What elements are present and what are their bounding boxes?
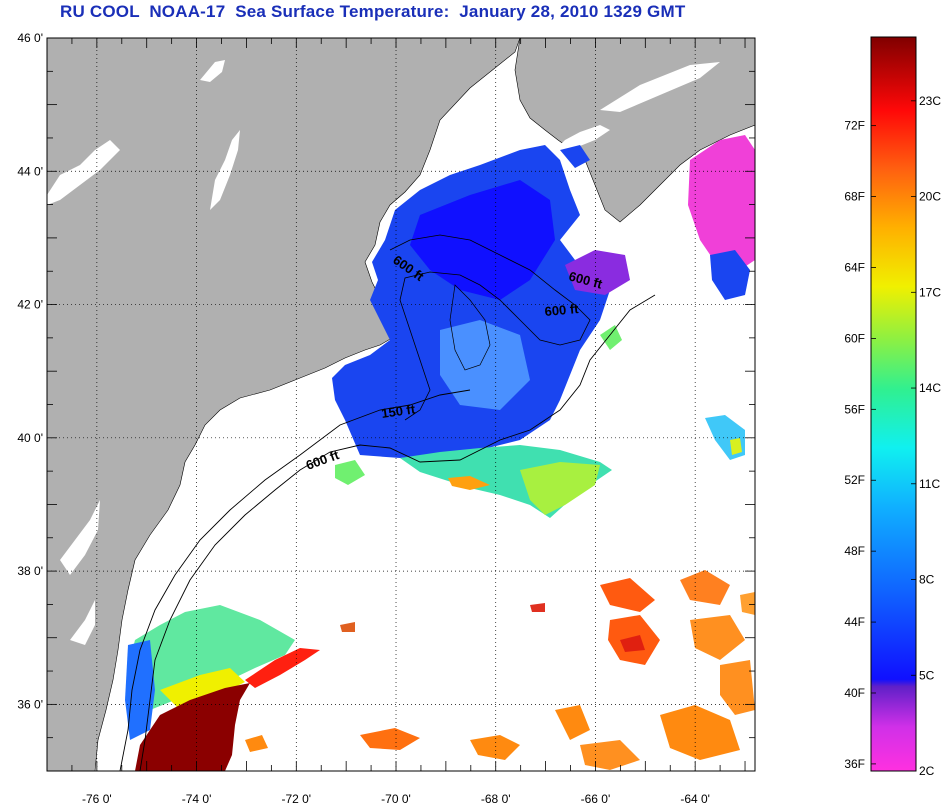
sst-warm-patch <box>660 705 740 760</box>
sst-blue-patch <box>560 145 590 168</box>
sst-gulf-stream-edge <box>245 648 320 688</box>
map-title: RU COOL NOAA-17 Sea Surface Temperature:… <box>60 2 686 21</box>
colorbar-celsius-label: 11C <box>919 477 940 491</box>
colorbar-celsius-label: 14C <box>919 381 941 395</box>
lon-label: -68 0' <box>481 792 511 806</box>
sst-shelf-yellow <box>160 668 245 710</box>
sst-warm-patch <box>530 603 545 612</box>
sst-warm-patch <box>740 592 755 615</box>
contour-label: 600 ft <box>544 301 580 319</box>
sst-orange-streak <box>448 476 490 490</box>
sst-green-patch <box>600 325 622 350</box>
colorbar-fahrenheit-label: 48F <box>844 544 865 558</box>
colorbar-ticks <box>871 100 916 772</box>
land-bay-detail <box>555 125 610 150</box>
colorbar-fahrenheit-label: 56F <box>844 402 865 416</box>
contour-label: 150 ft <box>380 401 416 421</box>
sst-shelf-blue <box>125 640 155 740</box>
colorbar-celsius-label: 8C <box>919 573 935 587</box>
colorbar-celsius-label: 2C <box>919 764 935 778</box>
latitude-labels: 46 0' 44 0' 42 0' 40 0' 38 0' 36 0' <box>17 31 43 711</box>
land-bay-detail <box>70 600 95 645</box>
sst-yellow-dot <box>730 438 742 455</box>
sst-purple-patch <box>565 250 630 295</box>
land-lake-detail <box>210 130 240 210</box>
colorbar-fahrenheit-label: 40F <box>844 686 865 700</box>
lon-label: -70 0' <box>381 792 411 806</box>
lon-label: -64 0' <box>680 792 710 806</box>
sst-warm-patch <box>340 622 355 632</box>
longitude-labels: -76 0' -74 0' -72 0' -70 0' -68 0' -66 0' -64 … <box>82 792 710 806</box>
colorbar-fahrenheit-label: 44F <box>844 615 865 629</box>
lat-label: 44 0' <box>17 164 43 178</box>
colorbar-fahrenheit-label: 52F <box>844 473 865 487</box>
colorbar-celsius-label: 20C <box>919 190 941 204</box>
land-lake-detail <box>200 60 225 82</box>
sst-cool-patch <box>440 320 530 410</box>
colorbar-celsius-label: 17C <box>919 285 941 299</box>
sst-warm-patch <box>600 578 655 612</box>
sst-warm-patch <box>555 705 590 740</box>
lon-label: -66 0' <box>581 792 611 806</box>
sst-warm-patch <box>580 740 640 770</box>
sst-magenta-patch <box>688 135 755 270</box>
colorbar-fahrenheit-labels: 72F 68F 64F 60F 56F 52F 48F 44F 40F 36F <box>844 119 865 771</box>
lat-label: 46 0' <box>17 31 43 45</box>
colorbar-fahrenheit-label: 64F <box>844 260 865 274</box>
isobath-600ft <box>139 294 656 771</box>
colorbar-fahrenheit-label: 60F <box>844 331 865 345</box>
isobath-150ft <box>119 389 471 771</box>
sst-warm-patch <box>360 728 420 750</box>
lat-label: 42 0' <box>17 298 43 312</box>
colorbar-celsius-label: 23C <box>919 94 941 108</box>
sst-warm-patch <box>680 570 730 605</box>
lat-label: 36 0' <box>17 697 43 711</box>
lat-label: 38 0' <box>17 564 43 578</box>
lat-label: 40 0' <box>17 431 43 445</box>
isobath-gulf-maine <box>389 234 591 421</box>
colorbar-fahrenheit-label: 72F <box>844 119 865 133</box>
land-bay-detail <box>600 62 720 112</box>
sst-georges-yellow <box>520 462 600 515</box>
land-bay-detail <box>47 140 120 205</box>
colorbar-fahrenheit-label: 36F <box>844 757 865 771</box>
lon-label: -74 0' <box>182 792 212 806</box>
lon-label: -72 0' <box>281 792 311 806</box>
colorbar-fahrenheit-label: 68F <box>844 190 865 204</box>
sst-warm-patch <box>720 660 755 715</box>
sst-blue-patch-ne <box>710 250 750 300</box>
lon-label: -76 0' <box>82 792 112 806</box>
land-bay-detail <box>60 500 100 575</box>
colorbar-celsius-labels: 23C 20C 17C 14C 11C 8C 5C 2C <box>919 94 941 778</box>
sst-green-patch <box>335 460 365 485</box>
land-us-east-coast <box>47 38 521 771</box>
map-ticks <box>46 37 755 772</box>
colorbar <box>870 36 917 772</box>
sst-warm-patch <box>470 735 520 760</box>
sst-warm-patch <box>245 735 268 752</box>
isobath-gulf-maine-inner <box>449 284 491 371</box>
sst-warm-patch <box>620 635 645 652</box>
sst-warm-patch <box>690 615 745 660</box>
sst-gulf-stream <box>135 683 250 771</box>
colorbar-celsius-label: 5C <box>919 668 935 682</box>
sst-gulf-of-maine-deep <box>410 180 555 300</box>
land-maritimes <box>514 38 755 223</box>
